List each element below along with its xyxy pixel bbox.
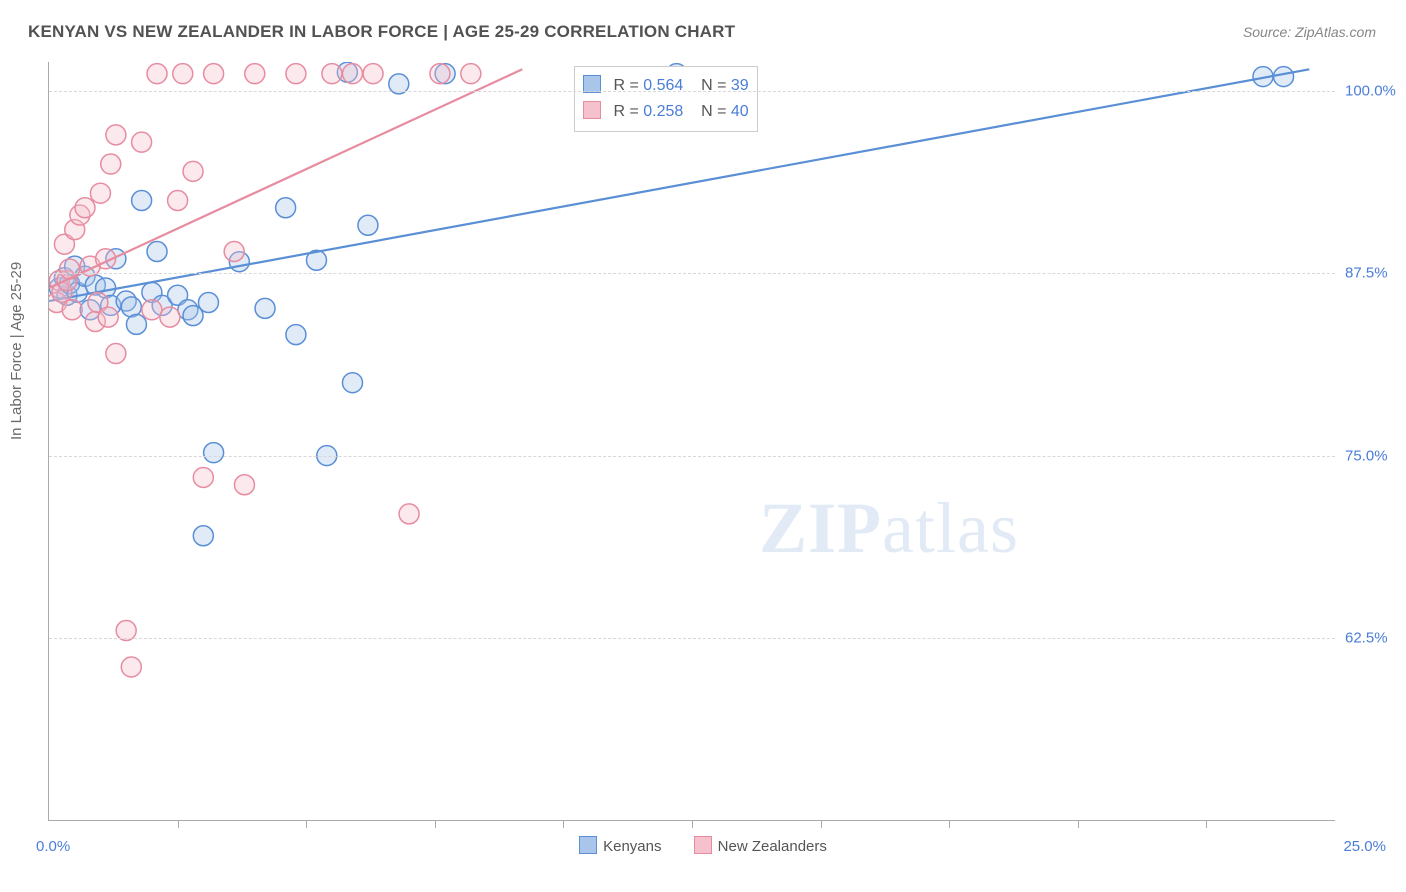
x-tick xyxy=(435,820,436,828)
data-point xyxy=(204,443,224,463)
gridline xyxy=(49,638,1335,639)
data-point xyxy=(183,161,203,181)
n-value-nz: 40 xyxy=(731,103,749,120)
stats-row-kenyans: R = 0.564 N = 39 xyxy=(583,73,749,99)
data-point xyxy=(106,125,126,145)
data-point xyxy=(322,64,342,84)
data-point xyxy=(286,64,306,84)
stats-legend-box: R = 0.564 N = 39 R = 0.258 N = 40 xyxy=(574,66,758,132)
stats-row-nz: R = 0.258 N = 40 xyxy=(583,99,749,125)
data-point xyxy=(276,198,296,218)
swatch-nz xyxy=(583,101,601,119)
data-point xyxy=(198,293,218,313)
x-tick xyxy=(178,820,179,828)
trend-line xyxy=(49,69,522,288)
chart-title: KENYAN VS NEW ZEALANDER IN LABOR FORCE |… xyxy=(28,22,735,42)
data-point xyxy=(342,373,362,393)
x-tick xyxy=(563,820,564,828)
x-tick xyxy=(1206,820,1207,828)
legend-bottom: Kenyans New Zealanders xyxy=(0,836,1406,855)
data-point xyxy=(121,657,141,677)
data-point xyxy=(132,132,152,152)
data-point xyxy=(126,314,146,334)
legend-swatch-nz xyxy=(694,836,712,854)
y-tick-label: 62.5% xyxy=(1345,629,1406,646)
x-tick xyxy=(306,820,307,828)
data-point xyxy=(147,242,167,262)
scatter-svg xyxy=(49,62,1335,820)
gridline xyxy=(49,273,1335,274)
source-attribution: Source: ZipAtlas.com xyxy=(1243,24,1376,40)
y-axis-title: In Labor Force | Age 25-29 xyxy=(8,262,25,440)
y-tick-label: 87.5% xyxy=(1345,265,1406,282)
gridline xyxy=(49,91,1335,92)
data-point xyxy=(75,198,95,218)
legend-label-nz: New Zealanders xyxy=(718,838,827,855)
y-tick-label: 75.0% xyxy=(1345,447,1406,464)
data-point xyxy=(286,325,306,345)
data-point xyxy=(147,64,167,84)
gridline xyxy=(49,456,1335,457)
data-point xyxy=(62,300,82,320)
legend-item-nz: New Zealanders xyxy=(694,838,827,855)
chart-plot-area: ZIPatlas R = 0.564 N = 39 R = 0.258 N = … xyxy=(48,62,1335,821)
data-point xyxy=(430,64,450,84)
x-tick xyxy=(692,820,693,828)
data-point xyxy=(142,300,162,320)
legend-label-kenyans: Kenyans xyxy=(603,838,661,855)
data-point xyxy=(160,307,180,327)
x-tick xyxy=(821,820,822,828)
data-point xyxy=(106,344,126,364)
data-point xyxy=(90,183,110,203)
data-point xyxy=(173,64,193,84)
y-tick-label: 100.0% xyxy=(1345,83,1406,100)
data-point xyxy=(101,154,121,174)
data-point xyxy=(363,64,383,84)
data-point xyxy=(204,64,224,84)
data-point xyxy=(224,242,244,262)
r-value-nz: 0.258 xyxy=(643,103,683,120)
data-point xyxy=(358,215,378,235)
data-point xyxy=(342,64,362,84)
data-point xyxy=(1274,67,1294,87)
data-point xyxy=(132,190,152,210)
data-point xyxy=(245,64,265,84)
legend-swatch-kenyans xyxy=(579,836,597,854)
data-point xyxy=(168,190,188,210)
data-point xyxy=(461,64,481,84)
data-point xyxy=(98,307,118,327)
data-point xyxy=(193,526,213,546)
x-tick xyxy=(949,820,950,828)
data-point xyxy=(193,467,213,487)
x-tick xyxy=(1078,820,1079,828)
legend-item-kenyans: Kenyans xyxy=(579,838,666,855)
data-point xyxy=(255,298,275,318)
data-point xyxy=(399,504,419,524)
data-point xyxy=(234,475,254,495)
